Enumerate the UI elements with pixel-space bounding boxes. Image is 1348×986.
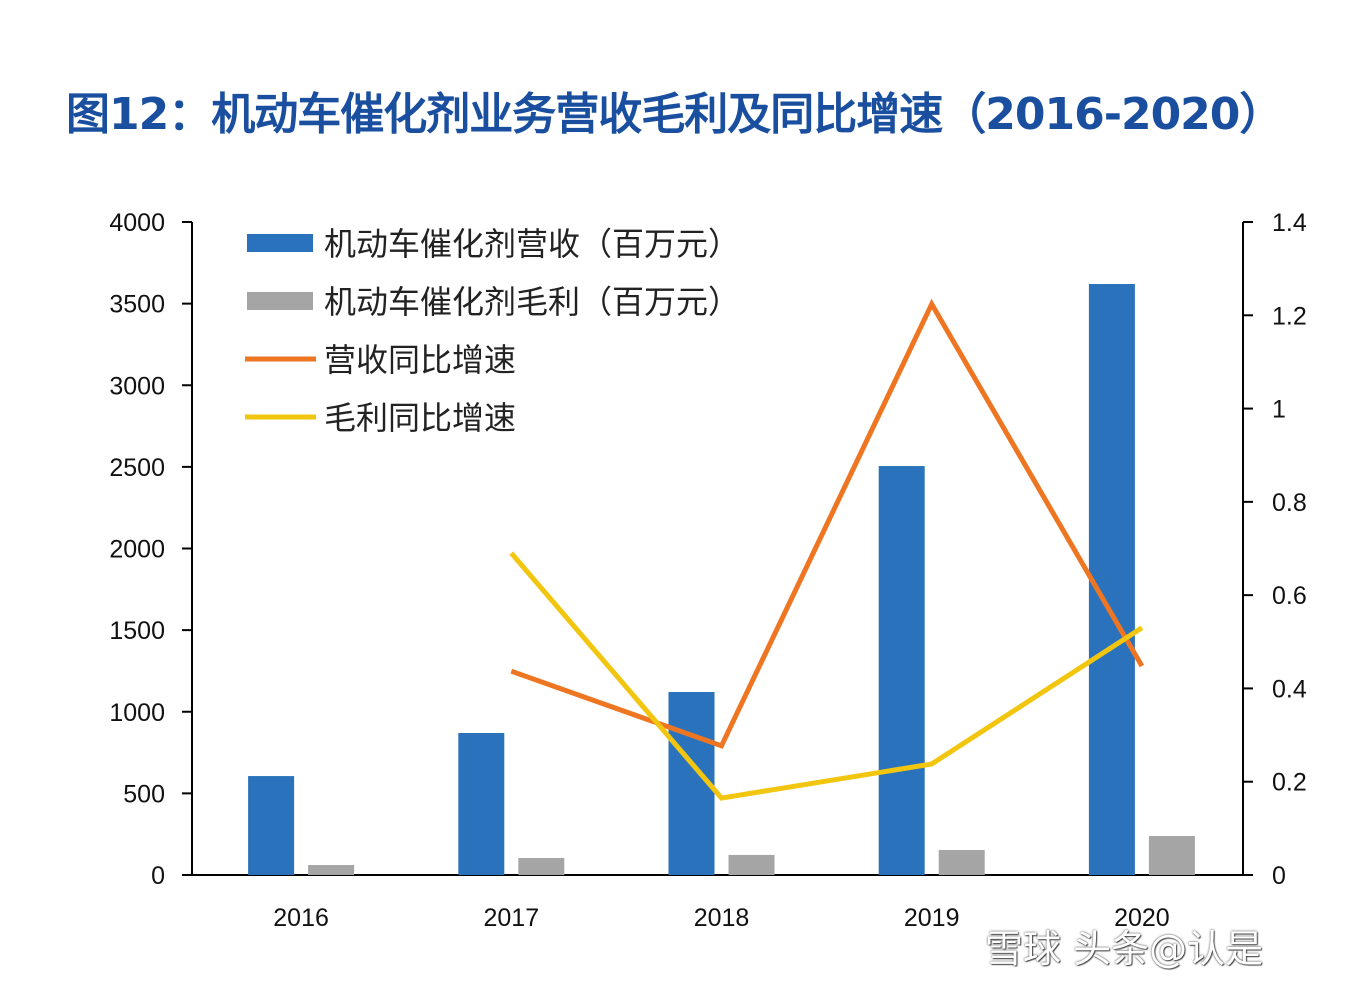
right-tick-label: 1.4: [1272, 209, 1307, 237]
left-tick-label: 2500: [109, 454, 165, 482]
bar-revenue: [1088, 284, 1135, 875]
right-tick-label: 0.8: [1272, 489, 1307, 517]
right-tick-label: 0.2: [1272, 769, 1307, 797]
legend-label: 营收同比增速: [324, 341, 516, 379]
left-tick-label: 0: [151, 862, 165, 890]
left-tick-label: 3500: [109, 291, 165, 319]
legend-label: 毛利同比增速: [324, 399, 516, 437]
legend-label: 机动车催化剂营收（百万元）: [324, 225, 740, 263]
left-tick-label: 4000: [109, 209, 165, 237]
left-tick-label: 500: [123, 780, 165, 808]
left-tick-label: 1000: [109, 699, 165, 727]
legend-swatch: [247, 234, 313, 252]
bar-gross-profit: [308, 865, 355, 875]
right-tick-label: 0.4: [1272, 675, 1307, 703]
right-tick-label: 1: [1272, 396, 1286, 424]
right-tick-label: 0: [1272, 862, 1286, 890]
x-tick-label: 2016: [273, 904, 329, 932]
left-tick-label: 2000: [109, 536, 165, 564]
line-profit-growth: [509, 551, 1144, 801]
x-tick-label: 2019: [904, 904, 960, 932]
bar-revenue: [458, 732, 505, 875]
x-tick-label: 2017: [483, 904, 539, 932]
bar-revenue: [248, 776, 295, 875]
x-tick-label: 2018: [694, 904, 750, 932]
bar-gross-profit: [518, 858, 565, 875]
bar-revenue: [878, 466, 925, 875]
bar-gross-profit: [728, 854, 775, 875]
legend-label: 机动车催化剂毛利（百万元）: [324, 283, 740, 321]
chart-title: 图12：机动车催化剂业务营收毛利及同比增速（2016-2020）: [66, 89, 1283, 140]
x-tick-label: 2020: [1114, 904, 1170, 932]
right-tick-label: 1.2: [1272, 302, 1307, 330]
bar-gross-profit: [938, 850, 985, 875]
watermark: 雪球 头条@认是: [985, 927, 1264, 971]
right-tick-label: 0.6: [1272, 582, 1307, 610]
left-tick-label: 3000: [109, 372, 165, 400]
line-revenue-growth: [510, 298, 1145, 749]
legend-swatch: [247, 292, 313, 310]
bar-gross-profit: [1148, 835, 1195, 875]
left-tick-label: 1500: [109, 617, 165, 645]
